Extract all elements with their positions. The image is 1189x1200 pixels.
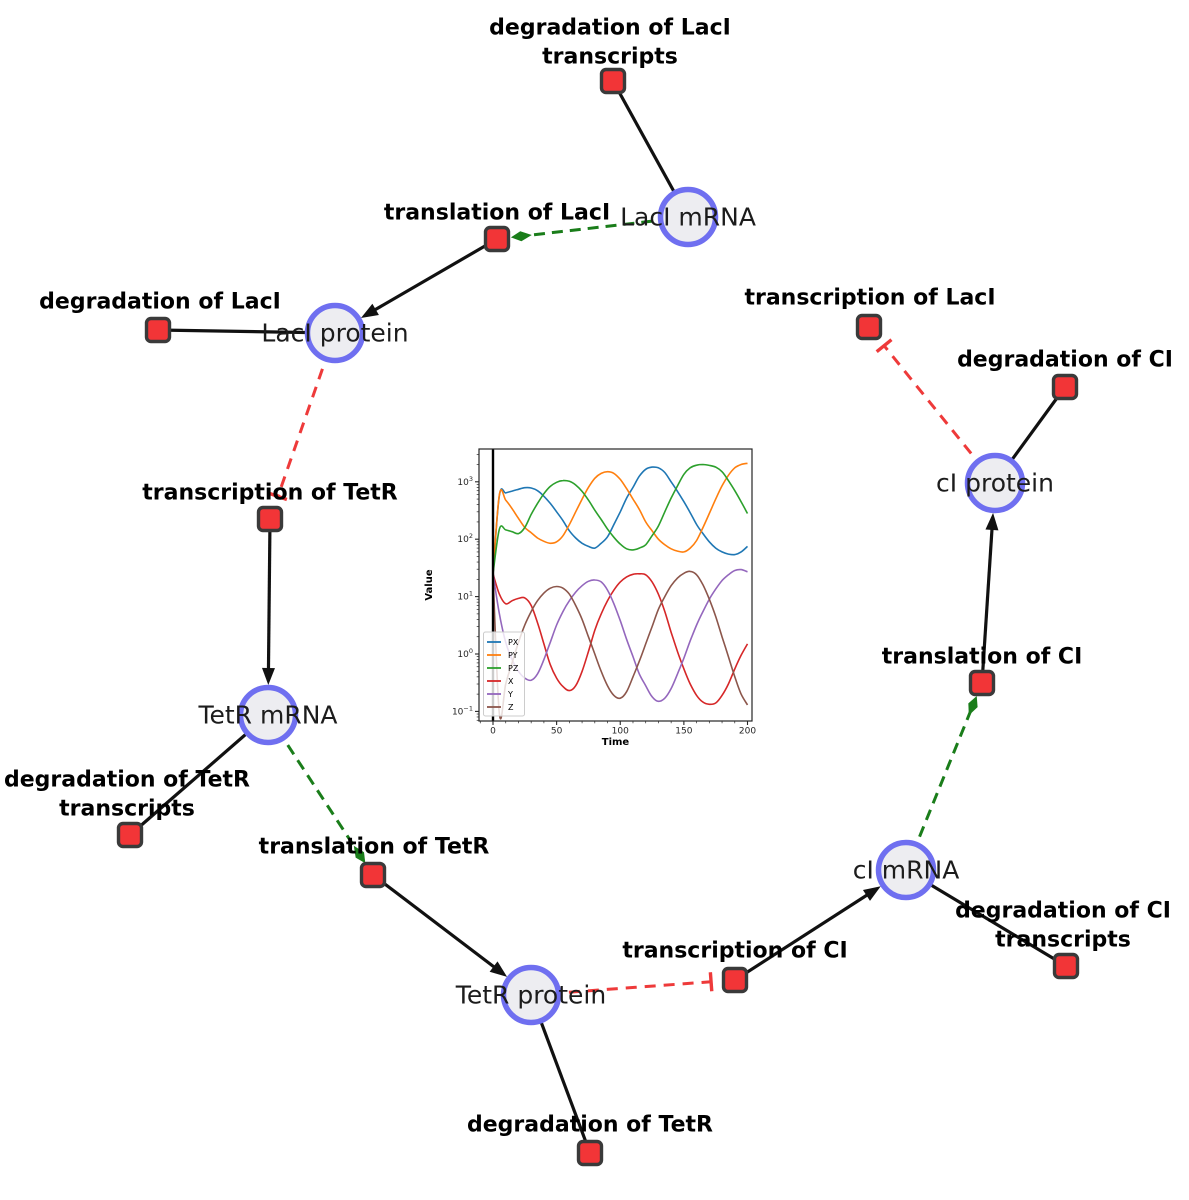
chart-series-group: [492, 462, 749, 720]
edge-transcription-ci-to-ci-mrna-arrow: [734, 886, 881, 982]
edge-translation-laci-to-laci-protein-arrow: [360, 237, 498, 318]
reaction-node-deg-laci[interactable]: [144, 316, 172, 344]
edge-deg-tetr-transcripts-to-tetr-mrna-line: [128, 713, 270, 837]
legend-label-X: X: [508, 677, 514, 686]
reaction-node-translation-ci[interactable]: [968, 669, 996, 697]
reaction-node-translation-laci[interactable]: [483, 225, 511, 253]
y-axis-label: Value: [424, 569, 435, 600]
y-tick-1e1: 101: [457, 590, 473, 603]
y-tick-1e2: 102: [457, 532, 473, 545]
reaction-label-transcription-ci: transcription of CI: [622, 939, 847, 964]
reaction-label-deg-ci-transcripts-line1: degradation of CI: [955, 899, 1171, 924]
chart-series-Z: [492, 570, 749, 720]
nodes-layer: [116, 67, 1080, 1167]
reaction-label-translation-ci: translation of CI: [882, 645, 1083, 670]
species-label-tetr-protein: TetR protein: [455, 981, 606, 1010]
edge-deg-ci-transcripts-to-ci-mrna-line: [905, 868, 1067, 968]
x-axis-label: Time: [602, 737, 630, 748]
reaction-node-transcription-tetr[interactable]: [256, 505, 284, 533]
reaction-label-deg-tetr: degradation of TetR: [467, 1113, 713, 1138]
legend-label-PX: PX: [508, 638, 519, 647]
species-label-ci-mrna: cI mRNA: [853, 856, 960, 885]
reaction-node-deg-tetr[interactable]: [576, 1139, 604, 1167]
x-tick-0: 0: [490, 727, 496, 737]
y-tick-1e-1: 10−1: [452, 704, 473, 717]
species-node-tetr-protein[interactable]: [500, 964, 562, 1026]
reaction-node-transcription-laci[interactable]: [855, 313, 883, 341]
reaction-node-deg-laci-transcripts[interactable]: [599, 67, 627, 95]
species-label-tetr-mrna: TetR mRNA: [197, 701, 337, 730]
labels-layer: LacI mRNA LacI protein TetR mRNA TetR prote…: [4, 16, 1173, 1138]
legend-box: [483, 631, 525, 717]
chart-series-Y: [492, 568, 748, 703]
reaction-node-deg-ci[interactable]: [1051, 373, 1079, 401]
species-label-laci-protein: LacI protein: [261, 319, 408, 348]
legend-label-PZ: PZ: [508, 664, 519, 673]
x-tick-150: 150: [675, 727, 692, 737]
chart-legend: PX PY PZ XYZ: [483, 631, 525, 717]
reaction-label-deg-laci: degradation of LacI: [39, 290, 281, 315]
legend-label-Z: Z: [508, 703, 514, 712]
chart-series-PX: [492, 466, 749, 574]
edge-tetr-protein-to-transcription-ci-inhibit: [530, 972, 714, 997]
edge-translation-tetr-to-tetr-protein-arrow: [372, 873, 508, 977]
reaction-label-transcription-laci: transcription of LacI: [744, 286, 995, 311]
reaction-node-deg-tetr-transcripts[interactable]: [116, 821, 144, 849]
species-node-ci-protein[interactable]: [964, 452, 1026, 514]
reaction-node-translation-tetr[interactable]: [359, 861, 387, 889]
reaction-label-deg-laci-transcripts-line1: degradation of LacI: [489, 16, 731, 41]
species-label-ci-protein: cI protein: [936, 469, 1054, 498]
species-node-laci-mrna[interactable]: [657, 186, 719, 248]
species-node-tetr-mrna[interactable]: [237, 684, 299, 746]
reaction-node-transcription-ci[interactable]: [721, 966, 749, 994]
inset-chart: 0 50 100 150 20010−1100101102103TimeValuePXP…: [424, 448, 756, 748]
chart-frame: [478, 448, 753, 722]
species-label-laci-mrna: LacI mRNA: [620, 203, 756, 232]
chart-series-PY: [492, 462, 748, 574]
reaction-label-transcription-tetr: transcription of TetR: [142, 481, 398, 506]
y-tick-1e3: 103: [457, 475, 473, 488]
reaction-node-deg-ci-transcripts[interactable]: [1052, 952, 1080, 980]
reaction-label-deg-tetr-transcripts-line1: degradation of TetR: [4, 768, 250, 793]
x-tick-50: 50: [551, 727, 563, 737]
y-tick-1e0: 100: [457, 647, 473, 660]
species-node-ci-mrna[interactable]: [875, 839, 937, 901]
reaction-label-deg-ci-transcripts-line2: transcripts: [995, 928, 1131, 953]
legend-label-Y: Y: [507, 690, 513, 699]
reaction-label-deg-tetr-transcripts-line2: transcripts: [59, 797, 195, 822]
legend-label-PY: PY: [508, 651, 518, 660]
reaction-label-deg-ci: degradation of CI: [957, 348, 1173, 373]
chart-series-X: [492, 572, 749, 706]
chart-series-PZ: [492, 463, 749, 574]
x-tick-100: 100: [612, 727, 629, 737]
edge-transcription-tetr-to-tetr-mrna-arrow: [261, 518, 275, 686]
reaction-label-deg-laci-transcripts-line2: transcripts: [542, 45, 678, 70]
reaction-label-translation-laci: translation of LacI: [384, 201, 610, 226]
x-tick-200: 200: [739, 727, 756, 737]
edge-translation-ci-to-ci-protein-arrow: [980, 512, 999, 684]
species-node-laci-protein[interactable]: [304, 302, 366, 364]
reaction-label-translation-tetr: translation of TetR: [259, 835, 490, 860]
